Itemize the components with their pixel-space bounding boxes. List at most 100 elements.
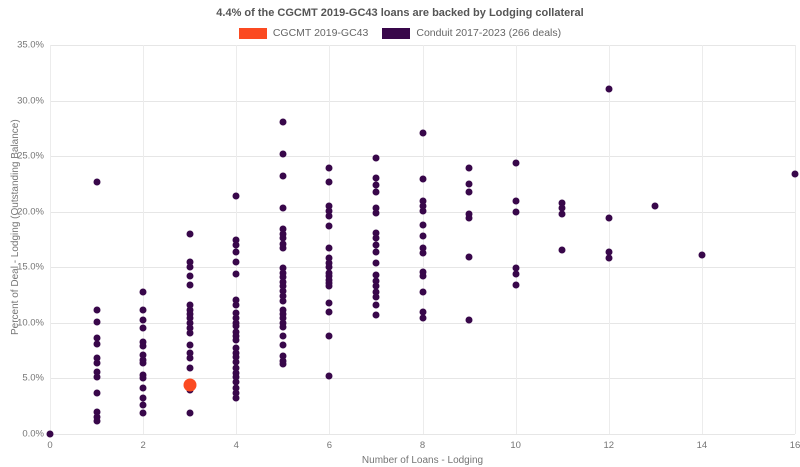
data-point[interactable] xyxy=(139,316,147,324)
data-point[interactable] xyxy=(279,319,287,327)
data-point[interactable] xyxy=(279,306,287,314)
legend-item-cgcmt[interactable]: CGCMT 2019-GC43 xyxy=(238,27,368,39)
data-point[interactable] xyxy=(279,278,287,286)
data-point[interactable] xyxy=(372,234,380,242)
data-point[interactable] xyxy=(512,270,520,278)
data-point[interactable] xyxy=(232,344,240,352)
data-point[interactable] xyxy=(419,197,426,205)
data-point[interactable] xyxy=(186,329,194,337)
data-point[interactable] xyxy=(232,369,240,377)
data-point[interactable] xyxy=(465,210,473,218)
data-point[interactable] xyxy=(419,288,426,296)
data-point[interactable] xyxy=(186,409,194,417)
data-point[interactable] xyxy=(279,204,287,212)
data-point[interactable] xyxy=(419,232,426,240)
data-point[interactable] xyxy=(186,324,194,332)
data-point[interactable] xyxy=(698,251,706,259)
data-point[interactable] xyxy=(186,281,194,289)
legend-item-conduit[interactable]: Conduit 2017-2023 (266 deals) xyxy=(382,27,561,39)
data-point[interactable] xyxy=(791,170,799,178)
data-point[interactable] xyxy=(232,394,240,402)
data-point[interactable] xyxy=(46,430,54,438)
data-point[interactable] xyxy=(325,202,333,210)
data-point[interactable] xyxy=(465,188,473,196)
data-point[interactable] xyxy=(279,314,287,322)
data-point[interactable] xyxy=(325,178,333,186)
data-point[interactable] xyxy=(372,282,380,290)
data-point[interactable] xyxy=(279,269,287,277)
data-point[interactable] xyxy=(139,374,147,382)
data-point[interactable] xyxy=(139,401,147,409)
data-point[interactable] xyxy=(512,197,520,205)
data-point[interactable] xyxy=(372,293,380,301)
data-point[interactable] xyxy=(232,241,240,249)
data-point[interactable] xyxy=(232,248,240,256)
data-point[interactable] xyxy=(279,244,287,252)
data-point[interactable] xyxy=(279,273,287,281)
data-point[interactable] xyxy=(279,292,287,300)
data-point[interactable] xyxy=(186,319,194,327)
data-point[interactable] xyxy=(419,244,426,252)
data-point[interactable] xyxy=(279,297,287,305)
data-point[interactable] xyxy=(139,288,147,296)
data-point[interactable] xyxy=(232,378,240,386)
data-point[interactable] xyxy=(325,282,333,290)
data-point[interactable] xyxy=(372,209,380,217)
data-point[interactable] xyxy=(186,263,194,271)
data-point[interactable] xyxy=(558,204,566,212)
data-point[interactable] xyxy=(325,164,333,172)
data-point[interactable] xyxy=(325,332,333,340)
data-point[interactable] xyxy=(419,268,426,276)
data-point[interactable] xyxy=(232,309,240,317)
data-point[interactable] xyxy=(372,181,380,189)
data-point[interactable] xyxy=(232,364,240,372)
data-point[interactable] xyxy=(372,188,380,196)
data-point[interactable] xyxy=(279,360,287,368)
data-point[interactable] xyxy=(139,394,147,402)
data-point[interactable] xyxy=(465,180,473,188)
data-point[interactable] xyxy=(372,277,380,285)
data-point[interactable] xyxy=(279,352,287,360)
data-point[interactable] xyxy=(93,368,101,376)
data-point[interactable] xyxy=(186,354,194,362)
data-point[interactable] xyxy=(186,310,194,318)
data-point[interactable] xyxy=(186,258,194,266)
data-point[interactable] xyxy=(186,314,194,322)
data-point[interactable] xyxy=(232,322,240,330)
data-point[interactable] xyxy=(419,249,426,257)
data-point[interactable] xyxy=(139,306,147,314)
data-point[interactable] xyxy=(372,204,380,212)
data-point[interactable] xyxy=(139,359,147,367)
data-point[interactable] xyxy=(558,210,566,218)
data-point[interactable] xyxy=(419,308,426,316)
data-point[interactable] xyxy=(139,409,147,417)
data-point[interactable] xyxy=(139,351,147,359)
data-point[interactable] xyxy=(325,207,333,215)
data-point[interactable] xyxy=(325,308,333,316)
data-point[interactable] xyxy=(605,254,613,262)
data-point[interactable] xyxy=(93,408,101,416)
data-point[interactable] xyxy=(232,373,240,381)
data-point[interactable] xyxy=(325,259,333,267)
data-point[interactable] xyxy=(325,263,333,271)
data-point[interactable] xyxy=(186,364,194,372)
data-point[interactable] xyxy=(232,389,240,397)
data-point[interactable] xyxy=(279,287,287,295)
data-point[interactable] xyxy=(93,340,101,348)
data-point[interactable] xyxy=(325,222,333,230)
data-point[interactable] xyxy=(325,212,333,220)
highlight-data-point[interactable] xyxy=(183,378,197,392)
data-point[interactable] xyxy=(139,324,147,332)
data-point[interactable] xyxy=(232,336,240,344)
data-point[interactable] xyxy=(186,349,194,357)
data-point[interactable] xyxy=(605,248,613,256)
data-point[interactable] xyxy=(325,244,333,252)
data-point[interactable] xyxy=(279,172,287,180)
data-point[interactable] xyxy=(186,341,194,349)
data-point[interactable] xyxy=(419,207,426,215)
data-point[interactable] xyxy=(93,417,101,425)
data-point[interactable] xyxy=(512,159,520,167)
data-point[interactable] xyxy=(232,258,240,266)
data-point[interactable] xyxy=(232,384,240,392)
data-point[interactable] xyxy=(232,314,240,322)
